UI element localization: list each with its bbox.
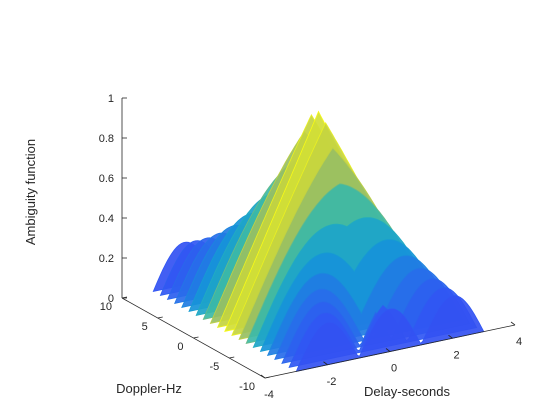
z-tick-label-3: 0.6	[99, 173, 114, 185]
x-tick-label-4: 4	[516, 336, 522, 348]
z-tick-label-0: 0	[108, 293, 114, 305]
y-axis-label: Doppler-Hz	[116, 381, 182, 396]
z-axis-label: Ambiguity function	[23, 139, 38, 245]
z-tick-label-4: 0.8	[99, 133, 114, 145]
x-tick-mark-1	[323, 361, 328, 366]
y-tick-mark-3	[157, 316, 163, 319]
y-tick-mark-4	[121, 296, 128, 299]
x-tick-label-3: 2	[453, 349, 459, 361]
y-tick-label-3: 5	[142, 321, 148, 333]
x-axis-label: Delay-seconds	[364, 384, 450, 399]
z-tick-label-5: 1	[108, 93, 114, 105]
y-tick-label-1: -5	[209, 361, 219, 373]
y-tick-mark-0	[264, 376, 271, 379]
x-tick-mark-2	[385, 348, 391, 352]
x-tick-label-1: -2	[327, 376, 337, 388]
z-tick-label-1: 0.2	[99, 253, 114, 265]
y-tick-label-2: 0	[177, 341, 183, 353]
axes-group: 0 0.2 0.4 0.6 0.8 1 -10 -5 0 5 10 -4 -2 0 2 4	[99, 93, 522, 401]
x-tick-label-0: -4	[264, 389, 274, 401]
y-tick-label-0: -10	[239, 381, 255, 393]
y-tick-label-4: 10	[100, 301, 112, 313]
x-tick-mark-0	[260, 374, 266, 379]
surface-mesh	[152, 110, 485, 372]
x-tick-mark-4	[510, 321, 516, 326]
y-tick-mark-2	[193, 336, 199, 339]
y-tick-mark-1	[229, 356, 235, 359]
x-tick-mark-3	[448, 334, 453, 339]
z-tick-label-2: 0.4	[99, 213, 114, 225]
x-tick-label-2: 0	[391, 363, 397, 375]
surface-slice-20	[295, 295, 485, 372]
